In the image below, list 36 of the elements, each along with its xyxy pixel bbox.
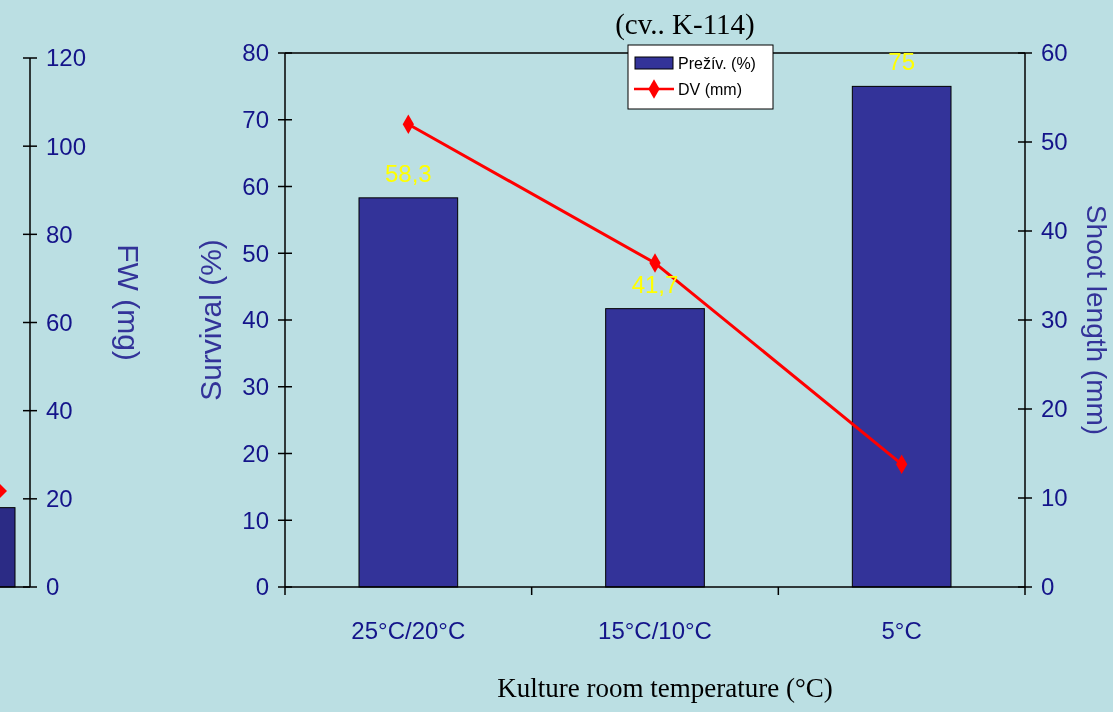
y2-tick-label: 40 — [1041, 217, 1068, 245]
y-axis-title: FW (mg) — [112, 244, 145, 361]
legend-label: Prežív. (%) — [678, 54, 756, 72]
x-tick-label: 25°C/20°C — [351, 617, 466, 644]
legend-label: DV (mm) — [678, 80, 742, 98]
y2-tick-label: 20 — [1041, 395, 1068, 423]
y2-tick-label: 0 — [1041, 573, 1055, 601]
data-label: 58,3 — [384, 159, 432, 187]
y-tick-label: 100 — [46, 132, 87, 160]
y-tick-label: 20 — [46, 485, 73, 513]
chart-title: (cv.. K-114) — [615, 8, 755, 41]
y-tick-label: 0 — [255, 573, 269, 601]
y-tick-label: 30 — [242, 373, 269, 401]
y2-axis-title: Shoot length (mm) — [1081, 204, 1112, 436]
x-tick-label: 5°C — [881, 617, 922, 644]
y-axis-title: Survival (%) — [194, 239, 227, 401]
y-tick-label: 40 — [46, 397, 73, 425]
y-tick-label: 10 — [242, 506, 269, 534]
x-tick-label: 15°C/10°C — [598, 617, 712, 644]
x-axis-title: Kulture room temperature (°C) — [497, 673, 833, 703]
data-label: 41,7 — [631, 270, 679, 298]
data-label: 75 — [888, 48, 916, 76]
y-tick-label: 60 — [46, 308, 73, 336]
y2-tick-label: 10 — [1041, 484, 1068, 512]
y-tick-label: 40 — [242, 306, 269, 334]
y2-tick-label: 30 — [1041, 306, 1068, 334]
y-tick-label: 70 — [242, 106, 269, 134]
y-tick-label: 50 — [242, 239, 269, 267]
y-tick-label: 60 — [242, 172, 269, 200]
y-tick-label: 0 — [46, 573, 60, 601]
y2-tick-label: 60 — [1041, 39, 1068, 67]
y2-tick-label: 50 — [1041, 128, 1068, 156]
y-tick-label: 120 — [46, 44, 87, 72]
y-tick-label: 20 — [242, 439, 269, 467]
y-tick-label: 80 — [242, 39, 269, 67]
y-tick-label: 80 — [46, 220, 73, 248]
